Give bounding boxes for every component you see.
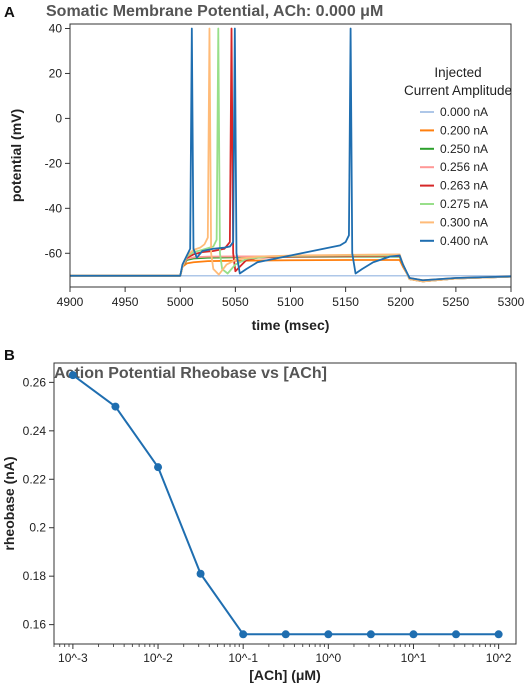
data-point-b-2 bbox=[154, 463, 163, 472]
data-point-b-6 bbox=[324, 630, 333, 639]
x-tick-label-b-0: 10^-3 bbox=[58, 651, 88, 665]
y-tick-label-a-2: -20 bbox=[45, 156, 63, 170]
legend-item-5: 0.275 nA bbox=[440, 197, 488, 211]
legend-item-1: 0.200 nA bbox=[440, 123, 488, 137]
plot-frame-a bbox=[69, 23, 512, 288]
x-tick-label-b-1: 10^-2 bbox=[143, 651, 173, 665]
x-tick-label-a-0: 4900 bbox=[57, 295, 84, 309]
legend-item-7: 0.400 nA bbox=[440, 234, 488, 248]
y-tick-label-a-1: -40 bbox=[45, 201, 63, 215]
chart-a: 4900 4950 5000 5050 5100 5150 5200 5250 5300 -60 -… bbox=[8, 21, 525, 333]
series-line-a-7 bbox=[70, 27, 511, 282]
chart-b-title: Action Potential Rheobase vs [ACh] bbox=[54, 365, 327, 382]
chart-a-title: Somatic Membrane Potential, ACh: 0.000 μ… bbox=[46, 3, 383, 20]
y-tick-label-b-4: 0.24 bbox=[23, 424, 47, 438]
data-point-b-1 bbox=[111, 402, 120, 411]
x-axis-label-b: [ACh] (μM) bbox=[249, 667, 321, 683]
data-point-b-4 bbox=[239, 630, 248, 639]
x-tick-label-a-6: 5200 bbox=[387, 295, 414, 309]
legend-item-3: 0.256 nA bbox=[440, 160, 488, 174]
data-point-b-0 bbox=[68, 371, 77, 380]
plot-frame-b bbox=[53, 362, 517, 645]
x-tick-label-a-2: 5000 bbox=[167, 295, 194, 309]
y-tick-label-a-5: 40 bbox=[49, 21, 63, 35]
y-tick-label-b-1: 0.18 bbox=[23, 569, 47, 583]
series-line-a-1 bbox=[70, 259, 511, 282]
data-point-b-8 bbox=[409, 630, 418, 639]
y-axis-label-b: rheobase (nA) bbox=[1, 456, 17, 550]
y-tick-label-a-3: 0 bbox=[55, 111, 62, 125]
x-axis-label-a: time (msec) bbox=[252, 317, 330, 333]
x-tick-label-a-4: 5100 bbox=[277, 295, 304, 309]
data-point-b-5 bbox=[281, 630, 290, 639]
y-axis-label-a: potential (mV) bbox=[8, 109, 24, 202]
x-tick-label-a-8: 5300 bbox=[498, 295, 525, 309]
chart-b: 10^-3 10^-2 10^-1 10^0 10^1 10^2 0.16 0.18 0.2 0.… bbox=[1, 362, 517, 683]
y-tick-label-b-2: 0.2 bbox=[29, 521, 46, 535]
legend-item-2: 0.250 nA bbox=[440, 142, 488, 156]
legend-title-line1: Injected bbox=[434, 65, 481, 80]
x-tick-label-a-3: 5050 bbox=[222, 295, 249, 309]
panel-letter-a: A bbox=[4, 4, 15, 21]
data-point-b-10 bbox=[494, 630, 503, 639]
y-tick-label-b-3: 0.22 bbox=[23, 472, 47, 486]
legend-item-6: 0.300 nA bbox=[440, 215, 488, 229]
y-tick-label-b-0: 0.16 bbox=[23, 618, 47, 632]
x-tick-label-a-1: 4950 bbox=[112, 295, 139, 309]
x-tick-label-b-3: 10^0 bbox=[315, 651, 341, 665]
x-tick-label-a-5: 5150 bbox=[332, 295, 359, 309]
x-tick-label-a-7: 5250 bbox=[443, 295, 470, 309]
data-point-b-9 bbox=[452, 630, 461, 639]
y-tick-label-a-0: -60 bbox=[45, 246, 63, 260]
data-point-b-7 bbox=[366, 630, 375, 639]
legend-item-0: 0.000 nA bbox=[440, 105, 488, 119]
x-tick-label-b-4: 10^1 bbox=[401, 651, 427, 665]
y-tick-label-b-5: 0.26 bbox=[23, 375, 47, 389]
series-line-b-0 bbox=[72, 374, 499, 636]
x-tick-label-b-2: 10^-1 bbox=[228, 651, 258, 665]
x-tick-label-b-5: 10^2 bbox=[486, 651, 512, 665]
data-point-b-3 bbox=[196, 569, 205, 578]
legend-item-4: 0.263 nA bbox=[440, 179, 488, 193]
y-tick-label-a-4: 20 bbox=[49, 66, 63, 80]
legend-title-line2: Current Amplitude bbox=[404, 83, 512, 98]
panel-letter-b: B bbox=[4, 347, 15, 364]
